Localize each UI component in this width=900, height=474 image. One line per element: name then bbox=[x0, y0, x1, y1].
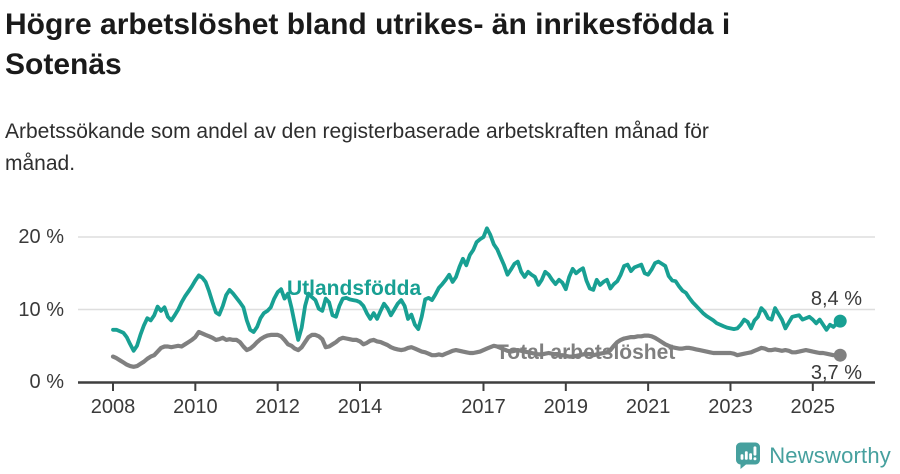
page-title: Högre arbetslöshet bland utrikes- än inr… bbox=[5, 5, 730, 85]
x-axis-tick-label: 2012 bbox=[255, 396, 300, 418]
y-axis-tick-label-20: 20 % bbox=[18, 226, 64, 248]
page-title-line-2: Sotenäs bbox=[5, 48, 122, 81]
series-end-dot-total bbox=[833, 348, 847, 362]
series-line-utlandsfodda bbox=[111, 226, 843, 353]
x-axis-tick-label: 2025 bbox=[790, 396, 836, 418]
x-axis-tick-label: 2010 bbox=[173, 396, 218, 418]
newsworthy-speech-bubble-chart-icon bbox=[735, 442, 761, 469]
x-axis-tick-label: 2008 bbox=[90, 396, 136, 418]
chart-subtitle-line-1: Arbetssökande som andel av den registerb… bbox=[5, 120, 709, 143]
chart-subtitle: Arbetssökande som andel av den registerb… bbox=[5, 116, 709, 180]
x-axis-tick-label: 2017 bbox=[461, 396, 506, 418]
x-axis-tick-label: 2019 bbox=[543, 396, 589, 418]
x-axis-tick-label: 2021 bbox=[625, 396, 671, 418]
x-axis-tick-label: 2023 bbox=[708, 396, 753, 418]
x-axis-tick-label: 2014 bbox=[337, 396, 383, 418]
series-end-dot-utlandsfodda bbox=[833, 314, 847, 328]
page-title-line-1: Högre arbetslöshet bland utrikes- än inr… bbox=[5, 8, 731, 41]
series-label-utlandsfodda: Utlandsfödda bbox=[287, 277, 422, 300]
series-line-total bbox=[110, 329, 843, 369]
newsworthy-logo: Newsworthy bbox=[735, 442, 891, 469]
newsworthy-logo-text: Newsworthy bbox=[769, 442, 891, 468]
chart-subtitle-line-2: månad. bbox=[5, 152, 76, 175]
series-label-total-arbetsloshet: Total arbetslöshet bbox=[496, 341, 676, 364]
end-value-label-total: 3,7 % bbox=[810, 362, 862, 384]
end-value-label-utlandsfodda: 8,4 % bbox=[810, 288, 862, 310]
y-axis-tick-label-0: 0 % bbox=[29, 371, 64, 393]
y-axis-tick-label-10: 10 % bbox=[18, 299, 64, 321]
